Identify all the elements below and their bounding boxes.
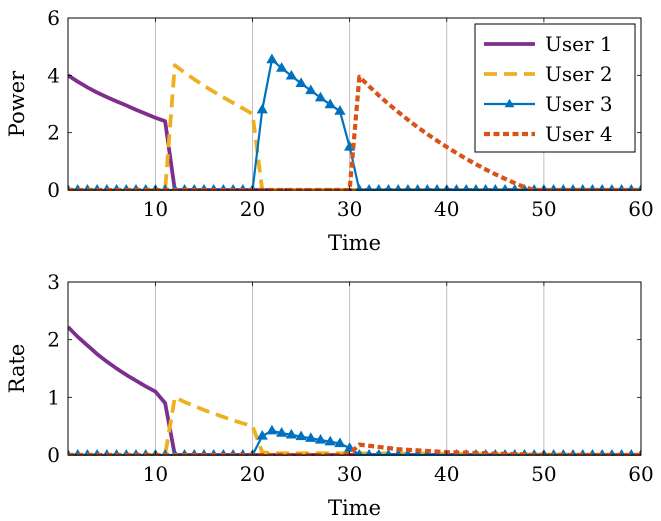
data-point [334,437,346,448]
x-tick-label-50: 50 [531,462,556,486]
legend-item-user-4: User 4 [484,122,613,146]
legend: User 1 User 2 User 3 User 4 [474,23,636,153]
legend-marker [504,98,515,108]
x-tick-label-40: 40 [434,462,459,486]
data-point [374,449,383,456]
data-point [295,77,307,87]
series-user-4 [68,74,641,191]
x-tick-label-60: 60 [628,462,653,486]
data-point [305,432,317,442]
data-point [520,184,529,191]
legend-item-user-2: User 2 [484,62,613,86]
series-user-4 [68,442,641,456]
x-tick-label-60: 60 [628,197,653,221]
series-line-user-2 [68,395,641,456]
data-point [403,449,413,456]
x-tick-label-30: 30 [337,197,362,221]
series-line-user-4 [68,74,641,191]
x-axis-label: Time [328,496,381,520]
data-point [510,184,519,191]
series-line-user-2 [68,63,641,191]
data-point [324,435,336,446]
data-point [413,184,422,191]
legend-label: User 1 [545,32,613,56]
x-tick-label-10: 10 [143,462,168,486]
data-point [364,184,374,191]
data-point [394,184,403,191]
y-tick-label-2: 2 [47,328,60,352]
data-point [305,84,317,95]
x-tick-label-10: 10 [143,197,168,221]
series-line-user-4 [68,442,641,456]
data-point [334,105,346,115]
data-point [314,434,327,444]
y-tick-label-3: 3 [47,270,60,294]
data-point [355,449,364,456]
y-tick-label-6: 6 [47,6,60,30]
data-point [452,184,461,191]
legend-label: User 2 [545,62,613,86]
rate-chart: 10 20 30 40 50 60 0 1 2 3 Time Rate [5,270,654,520]
y-axis-label: Rate [5,344,29,394]
legend-item-user-3: User 3 [484,92,613,116]
x-tick-label-20: 20 [240,462,265,486]
series-user-2 [68,63,641,191]
data-point [471,184,480,191]
series-user-1 [68,325,641,456]
data-point [256,429,268,440]
data-point [462,184,471,191]
data-point [256,103,268,114]
data-point [314,91,327,102]
y-tick-label-1: 1 [47,385,60,409]
series-line-user-1 [68,73,641,191]
series-user-2 [68,395,641,456]
data-point [423,184,432,191]
axes-box [67,17,642,191]
data-point [403,184,413,191]
data-point [500,184,510,191]
data-point [285,69,298,80]
data-point [276,427,288,437]
y-tick-label-4: 4 [47,63,60,87]
series-line-user-1 [68,325,641,456]
data-point [636,184,641,191]
data-point [384,449,393,456]
series-user-1 [68,73,641,191]
y-axis-label: Power [5,70,29,137]
y-tick-label-0: 0 [47,443,60,467]
data-point [285,428,298,439]
x-tick-label-50: 50 [531,197,556,221]
y-tick-label-2: 2 [47,121,60,145]
data-point [355,184,364,191]
data-point [266,53,278,64]
data-point [295,430,307,441]
data-point [374,184,383,191]
legend-label: User 4 [545,122,613,146]
y-tick-label-0: 0 [47,178,60,202]
axes-box [67,281,642,456]
data-point [276,62,288,72]
legend-item-user-1: User 1 [484,32,613,56]
data-point [481,184,490,191]
data-point [394,449,403,456]
data-point [432,184,442,191]
x-tick-label-20: 20 [240,197,265,221]
x-tick-label-40: 40 [434,197,459,221]
data-point [413,449,422,456]
data-point [384,184,393,191]
x-axis-label: Time [328,231,381,255]
data-point [364,449,374,456]
data-point [266,424,278,435]
data-point [324,98,336,109]
legend-label: User 3 [545,92,613,116]
x-tick-label-30: 30 [337,462,362,486]
data-point [491,184,500,191]
